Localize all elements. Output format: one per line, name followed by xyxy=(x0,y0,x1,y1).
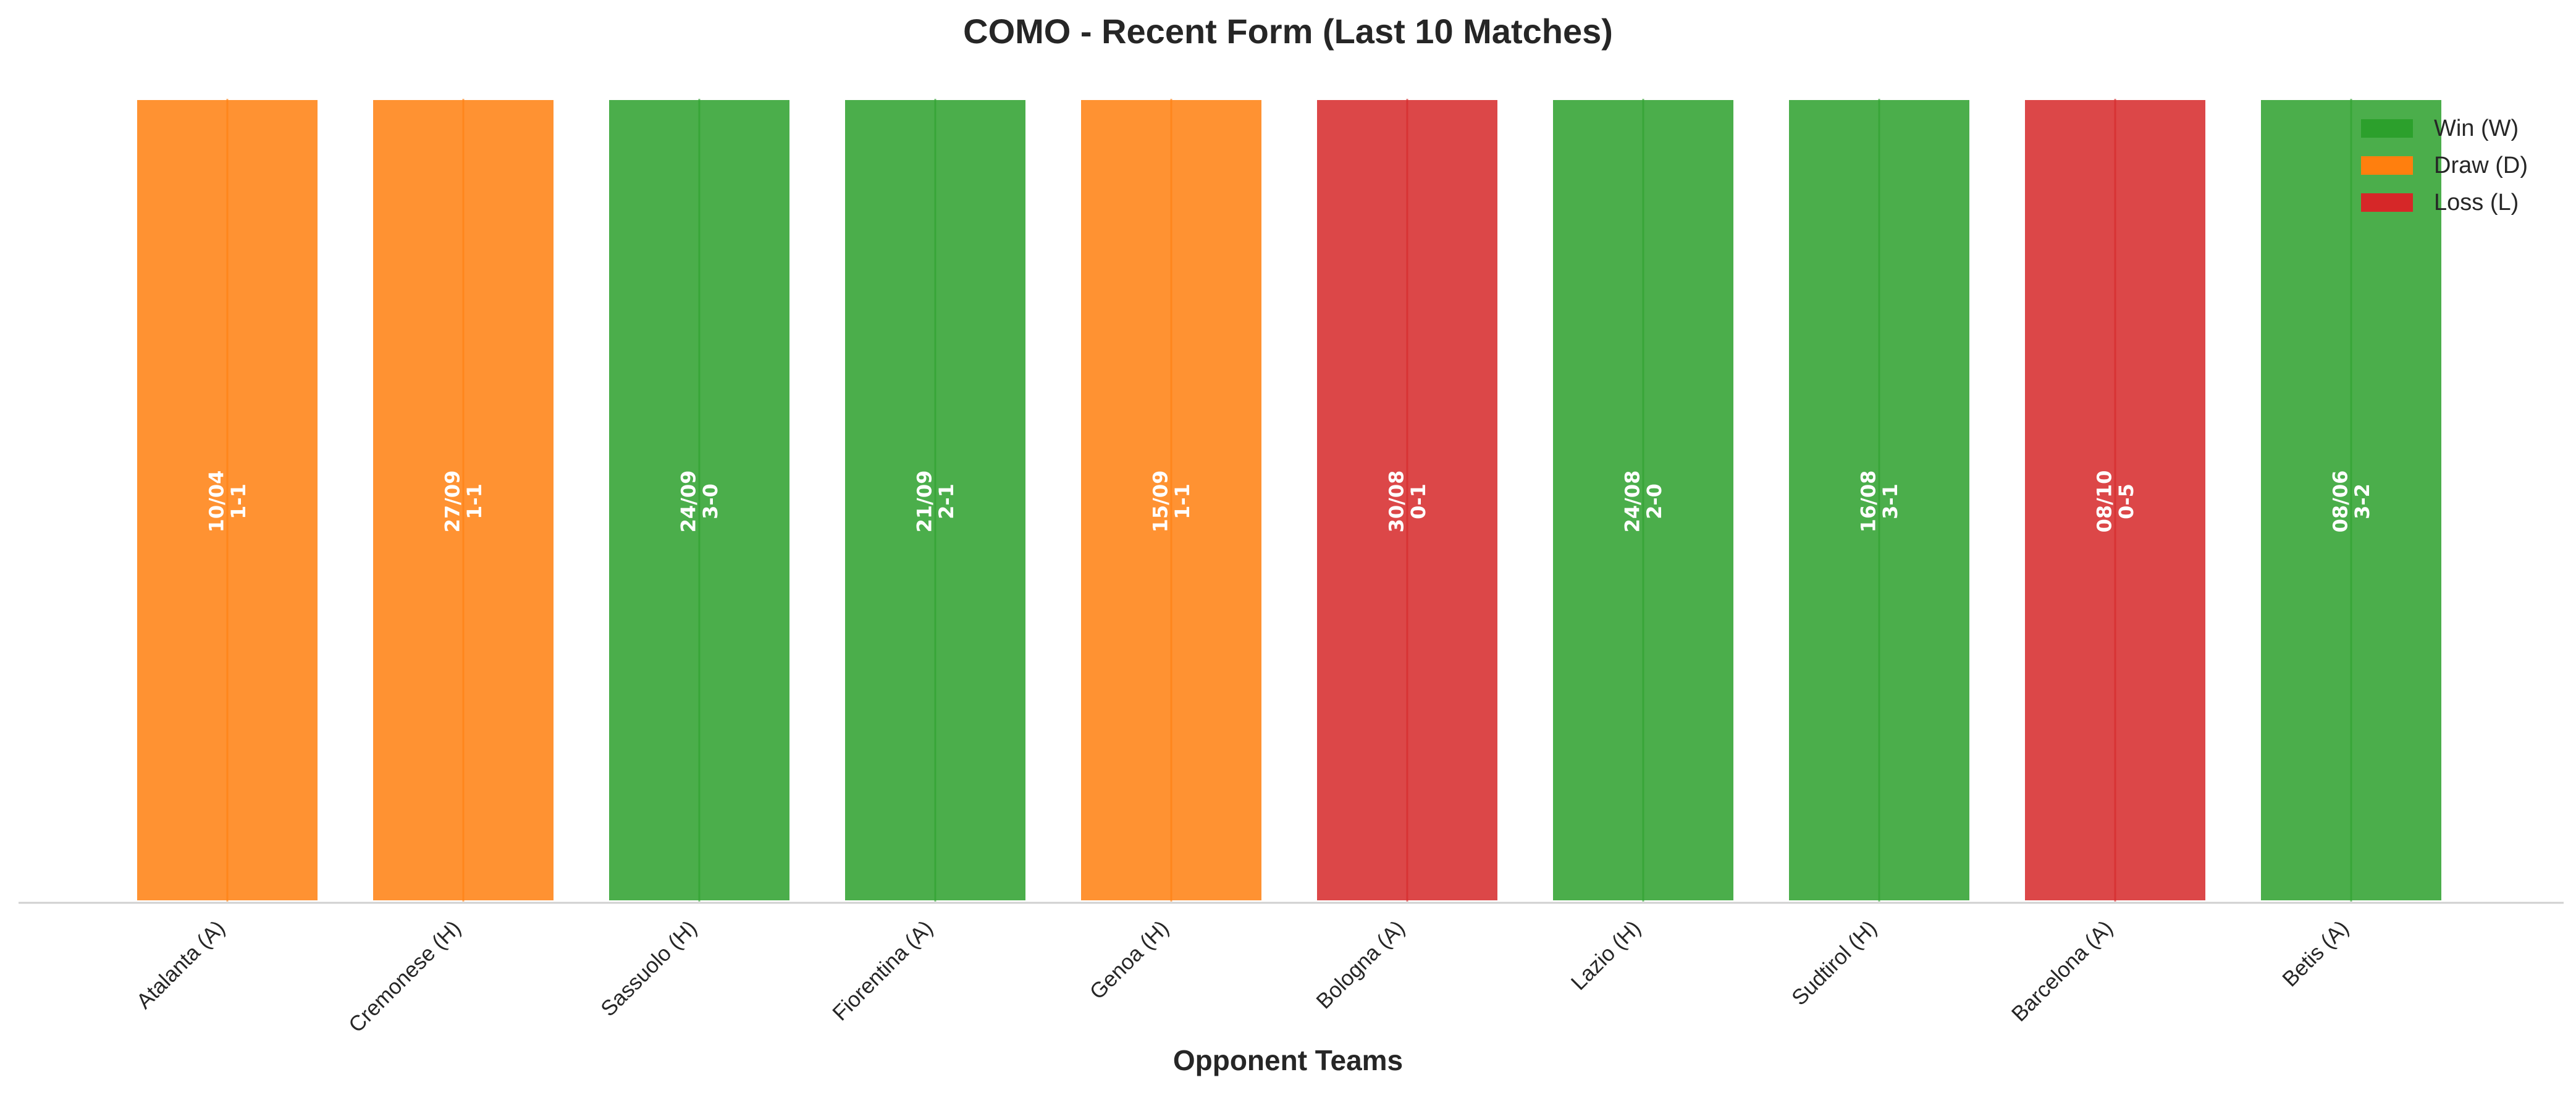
x-axis-label: Opponent Teams xyxy=(1173,1044,1403,1076)
legend-label-w: Win (W) xyxy=(2434,115,2519,141)
bar-data-label-6: 24/082-0 xyxy=(1621,471,1666,533)
bar-score-label: 3-2 xyxy=(2351,484,2374,519)
bar-date-label: 16/08 xyxy=(1857,471,1880,533)
bar-score-label: 0-5 xyxy=(2115,484,2138,519)
bar-score-label: 2-0 xyxy=(1643,484,1666,519)
bar-data-label-0: 10/041-1 xyxy=(205,471,250,533)
legend-swatch-l xyxy=(2361,193,2413,212)
bars-group xyxy=(135,98,2444,903)
bar-score-label: 0-1 xyxy=(1407,484,1430,519)
legend-label-d: Draw (D) xyxy=(2434,153,2528,178)
bar-date-label: 08/10 xyxy=(2093,471,2116,533)
bar-score-label: 1-1 xyxy=(463,484,486,519)
x-tick-label-7: Sudtirol (H) xyxy=(1787,916,1882,1010)
x-tick-label-3: Fiorentina (A) xyxy=(828,916,938,1026)
bar-date-label: 24/08 xyxy=(1621,471,1644,533)
bar-score-label: 1-1 xyxy=(227,484,250,519)
bar-data-label-2: 24/093-0 xyxy=(677,471,722,533)
bar-date-label: 30/08 xyxy=(1385,471,1408,533)
x-tick-label-6: Lazio (H) xyxy=(1567,916,1646,995)
x-tick-label-8: Barcelona (A) xyxy=(2007,916,2118,1026)
bar-data-label-4: 15/091-1 xyxy=(1149,471,1194,533)
bar-data-label-9: 08/063-2 xyxy=(2329,471,2374,533)
legend-label-l: Loss (L) xyxy=(2434,190,2519,216)
x-tick-label-5: Bologna (A) xyxy=(1311,916,1409,1013)
bar-data-label-5: 30/080-1 xyxy=(1385,471,1430,533)
x-tick-label-1: Cremonese (H) xyxy=(344,916,466,1037)
bar-date-label: 10/04 xyxy=(205,471,229,533)
x-tick-label-4: Genoa (H) xyxy=(1085,916,1174,1004)
bar-score-label: 3-0 xyxy=(699,484,722,519)
legend-swatch-d xyxy=(2361,156,2413,175)
bar-date-label: 24/09 xyxy=(677,471,701,533)
chart-title: COMO - Recent Form (Last 10 Matches) xyxy=(963,12,1613,51)
x-tick-label-9: Betis (A) xyxy=(2278,916,2353,991)
bar-date-label: 08/06 xyxy=(2329,471,2352,533)
bar-date-label: 21/09 xyxy=(913,471,937,533)
bar-score-label: 1-1 xyxy=(1171,484,1194,519)
legend: Win (W) Draw (D) Loss (L) xyxy=(2361,115,2528,216)
bar-score-label: 3-1 xyxy=(1879,484,1902,519)
bar-date-label: 27/09 xyxy=(441,471,465,533)
bar-data-label-7: 16/083-1 xyxy=(1857,471,1902,533)
bar-data-label-3: 21/092-1 xyxy=(913,471,958,533)
x-tick-label-0: Atalanta (A) xyxy=(132,916,229,1013)
x-tick-labels: Atalanta (A) Cremonese (H) Sassuolo (H) Fio… xyxy=(132,916,2353,1037)
x-tick-label-2: Sassuolo (H) xyxy=(596,916,702,1021)
bar-labels-group: 10/041-1 27/091-1 24/093-0 21/092-1 15/091-1… xyxy=(205,471,2374,533)
bar-date-label: 15/09 xyxy=(1149,471,1172,533)
bar-data-label-1: 27/091-1 xyxy=(441,471,486,533)
legend-swatch-w xyxy=(2361,119,2413,138)
bar-score-label: 2-1 xyxy=(935,484,958,519)
bar-data-label-8: 08/100-5 xyxy=(2093,471,2138,533)
